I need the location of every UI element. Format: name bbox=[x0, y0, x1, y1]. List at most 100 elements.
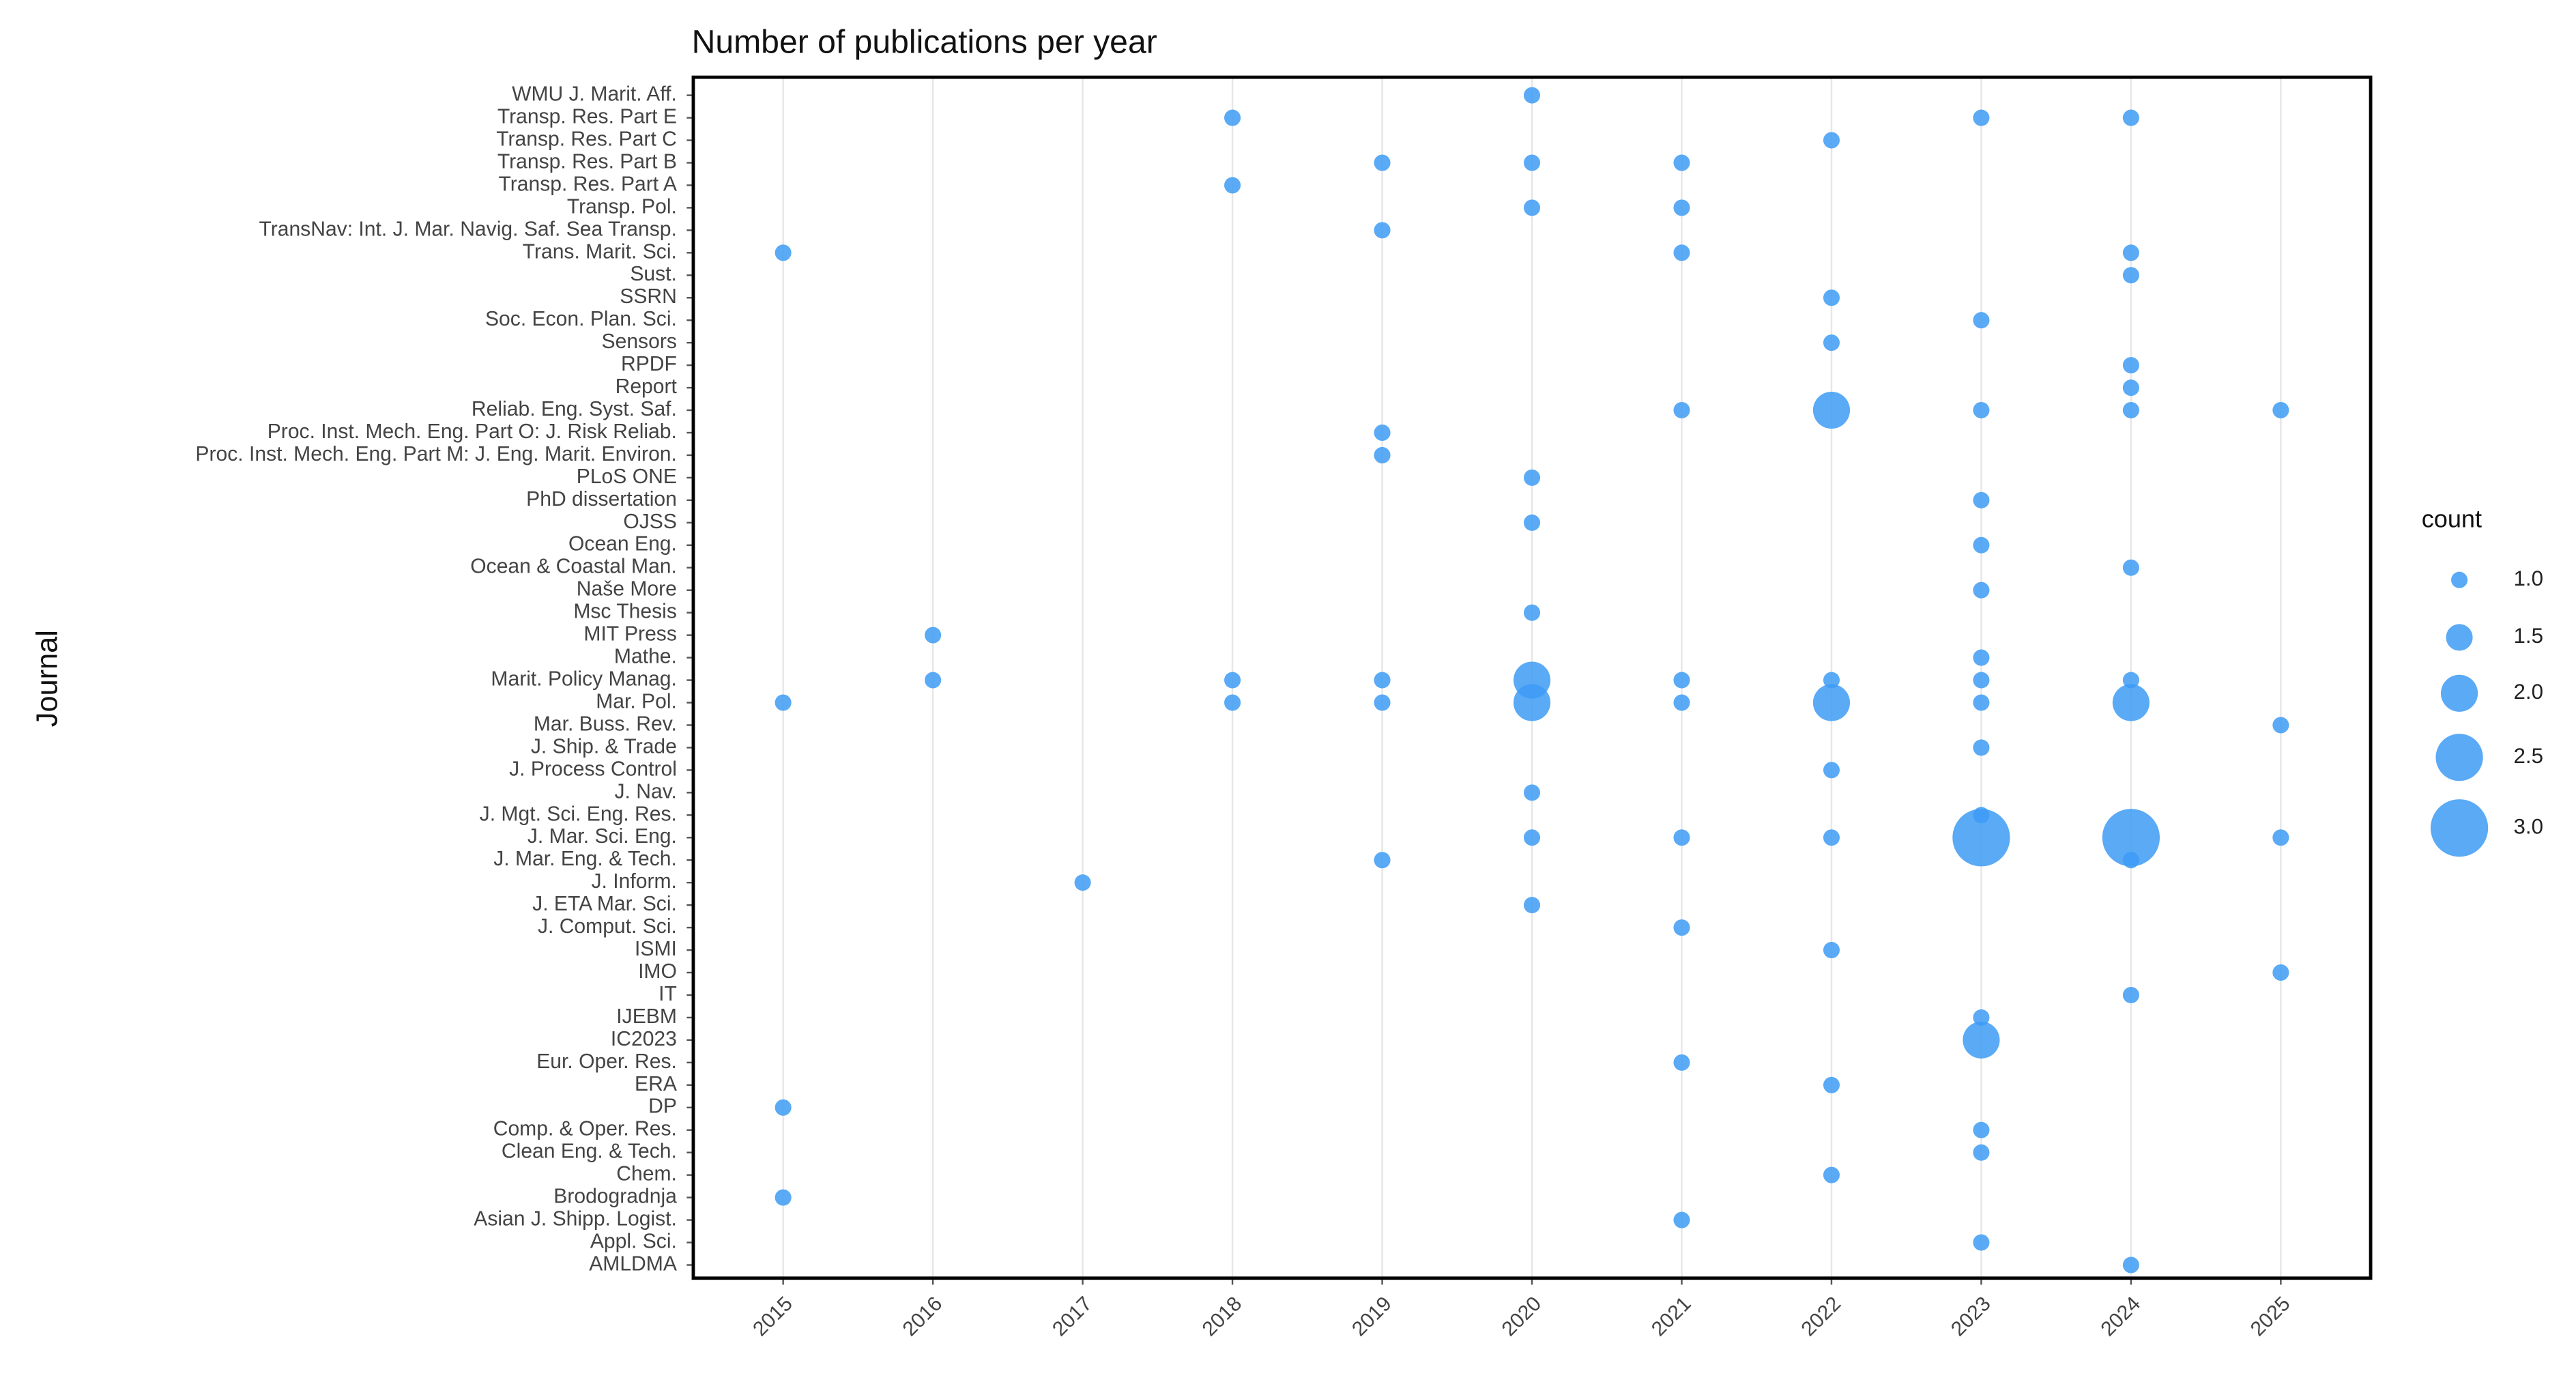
data-point bbox=[2272, 717, 2289, 734]
data-point bbox=[1074, 874, 1091, 891]
data-point bbox=[2122, 244, 2139, 261]
data-point bbox=[2122, 559, 2139, 576]
data-point bbox=[2122, 672, 2139, 689]
data-point bbox=[1374, 446, 1391, 463]
data-point bbox=[1374, 154, 1391, 171]
data-point bbox=[1224, 672, 1241, 689]
y-tick-label: Transp. Res. Part E bbox=[497, 106, 677, 128]
y-tick-label: AMLDMA bbox=[589, 1252, 677, 1275]
y-tick-label: Transp. Res. Part C bbox=[496, 128, 677, 150]
legend-label: 1.5 bbox=[2514, 624, 2544, 648]
legend-swatch bbox=[2451, 571, 2468, 588]
data-point bbox=[1973, 402, 1990, 419]
data-point bbox=[1973, 536, 1990, 554]
y-tick-label: IMO bbox=[638, 960, 677, 983]
data-point bbox=[1812, 684, 1851, 721]
data-point bbox=[1224, 177, 1241, 194]
data-point bbox=[2272, 402, 2289, 419]
data-point bbox=[1973, 581, 1990, 599]
data-point bbox=[1823, 1076, 1840, 1093]
y-tick-label: Marit. Policy Manag. bbox=[491, 668, 676, 691]
data-point bbox=[1374, 424, 1391, 442]
data-point bbox=[1973, 312, 1990, 329]
data-point bbox=[1673, 829, 1690, 846]
y-tick-label: Proc. Inst. Mech. Eng. Part M: J. Eng. M… bbox=[195, 443, 676, 465]
data-point bbox=[2122, 402, 2139, 419]
data-point bbox=[1973, 1009, 1990, 1026]
y-tick-label: J. Ship. & Trade bbox=[531, 735, 677, 758]
legend-label: 3.0 bbox=[2514, 814, 2544, 838]
data-point bbox=[1673, 154, 1690, 171]
legend-label: 2.5 bbox=[2514, 744, 2544, 768]
data-point bbox=[1673, 694, 1690, 711]
legend-label: 1.0 bbox=[2514, 566, 2544, 590]
data-point bbox=[1673, 402, 1690, 419]
y-tick-label: PLoS ONE bbox=[577, 465, 677, 488]
data-point bbox=[1823, 1166, 1840, 1183]
data-point bbox=[1973, 109, 1990, 126]
plot-border bbox=[691, 75, 2373, 1280]
y-tick-label: Mar. Pol. bbox=[596, 690, 677, 713]
data-point bbox=[1973, 694, 1990, 711]
data-point bbox=[2122, 109, 2139, 126]
data-point bbox=[1973, 1234, 1990, 1251]
y-tick-label: TransNav: Int. J. Mar. Navig. Saf. Sea T… bbox=[259, 218, 676, 240]
legend-swatch bbox=[2430, 799, 2489, 857]
data-point bbox=[1523, 897, 1541, 914]
y-tick-label: J. Nav. bbox=[615, 780, 677, 803]
data-point bbox=[1823, 132, 1840, 149]
data-point bbox=[1673, 1054, 1690, 1071]
y-tick-label: OJSS bbox=[623, 511, 677, 533]
data-point bbox=[1374, 672, 1391, 689]
data-point bbox=[2112, 684, 2150, 721]
y-tick-label: J. Process Control bbox=[509, 758, 677, 780]
y-tick-label: Asian J. Shipp. Logist. bbox=[474, 1208, 677, 1231]
data-point bbox=[2122, 267, 2139, 284]
data-point bbox=[1973, 672, 1990, 689]
legend-label: 2.0 bbox=[2514, 680, 2544, 704]
data-point bbox=[925, 672, 942, 689]
y-tick-label: Mathe. bbox=[614, 646, 677, 668]
y-tick-label: J. Comput. Sci. bbox=[538, 915, 677, 938]
chart-title: Number of publications per year bbox=[692, 24, 1157, 61]
data-point bbox=[1963, 1021, 2000, 1059]
y-tick-label: Ocean & Coastal Man. bbox=[470, 556, 677, 578]
y-tick-label: Soc. Econ. Plan. Sci. bbox=[485, 308, 677, 330]
data-point bbox=[2272, 829, 2289, 846]
y-tick-label: DP bbox=[648, 1095, 677, 1118]
y-tick-label: RPDF bbox=[621, 353, 677, 375]
data-point bbox=[1673, 199, 1690, 216]
y-tick-label: Reliab. Eng. Syst. Saf. bbox=[472, 398, 677, 420]
y-tick-label: J. Mgt. Sci. Eng. Res. bbox=[480, 803, 677, 825]
y-tick-label: Comp. & Oper. Res. bbox=[493, 1118, 677, 1140]
y-tick-label: Mar. Buss. Rev. bbox=[534, 713, 677, 735]
data-point bbox=[775, 1099, 792, 1116]
y-tick-label: IT bbox=[659, 983, 677, 1005]
y-tick-label: Eur. Oper. Res. bbox=[536, 1050, 677, 1073]
data-point bbox=[925, 627, 942, 644]
y-tick-label: Brodogradnja bbox=[553, 1185, 677, 1208]
y-tick-label: IC2023 bbox=[611, 1028, 677, 1050]
data-point bbox=[2272, 964, 2289, 981]
y-tick-label: Chem. bbox=[616, 1163, 677, 1185]
y-tick-label: Transp. Res. Part B bbox=[497, 150, 677, 173]
data-point bbox=[1823, 829, 1840, 846]
data-point bbox=[2122, 986, 2139, 1004]
y-tick-label: Transp. Res. Part A bbox=[499, 173, 677, 195]
data-point bbox=[1523, 784, 1541, 801]
data-point bbox=[1224, 694, 1241, 711]
y-tick-label: ERA bbox=[635, 1073, 677, 1095]
data-point bbox=[1673, 1211, 1690, 1228]
data-point bbox=[1823, 672, 1840, 689]
data-point bbox=[1523, 514, 1541, 531]
data-point bbox=[1523, 154, 1541, 171]
data-point bbox=[1673, 244, 1690, 261]
y-tick-label: Sust. bbox=[630, 263, 677, 285]
data-point bbox=[1973, 491, 1990, 508]
legend-swatch bbox=[2435, 734, 2483, 781]
data-point bbox=[2122, 852, 2139, 869]
data-point bbox=[775, 1189, 792, 1206]
data-point bbox=[1952, 809, 2010, 867]
y-tick-label: Naše More bbox=[577, 578, 677, 601]
